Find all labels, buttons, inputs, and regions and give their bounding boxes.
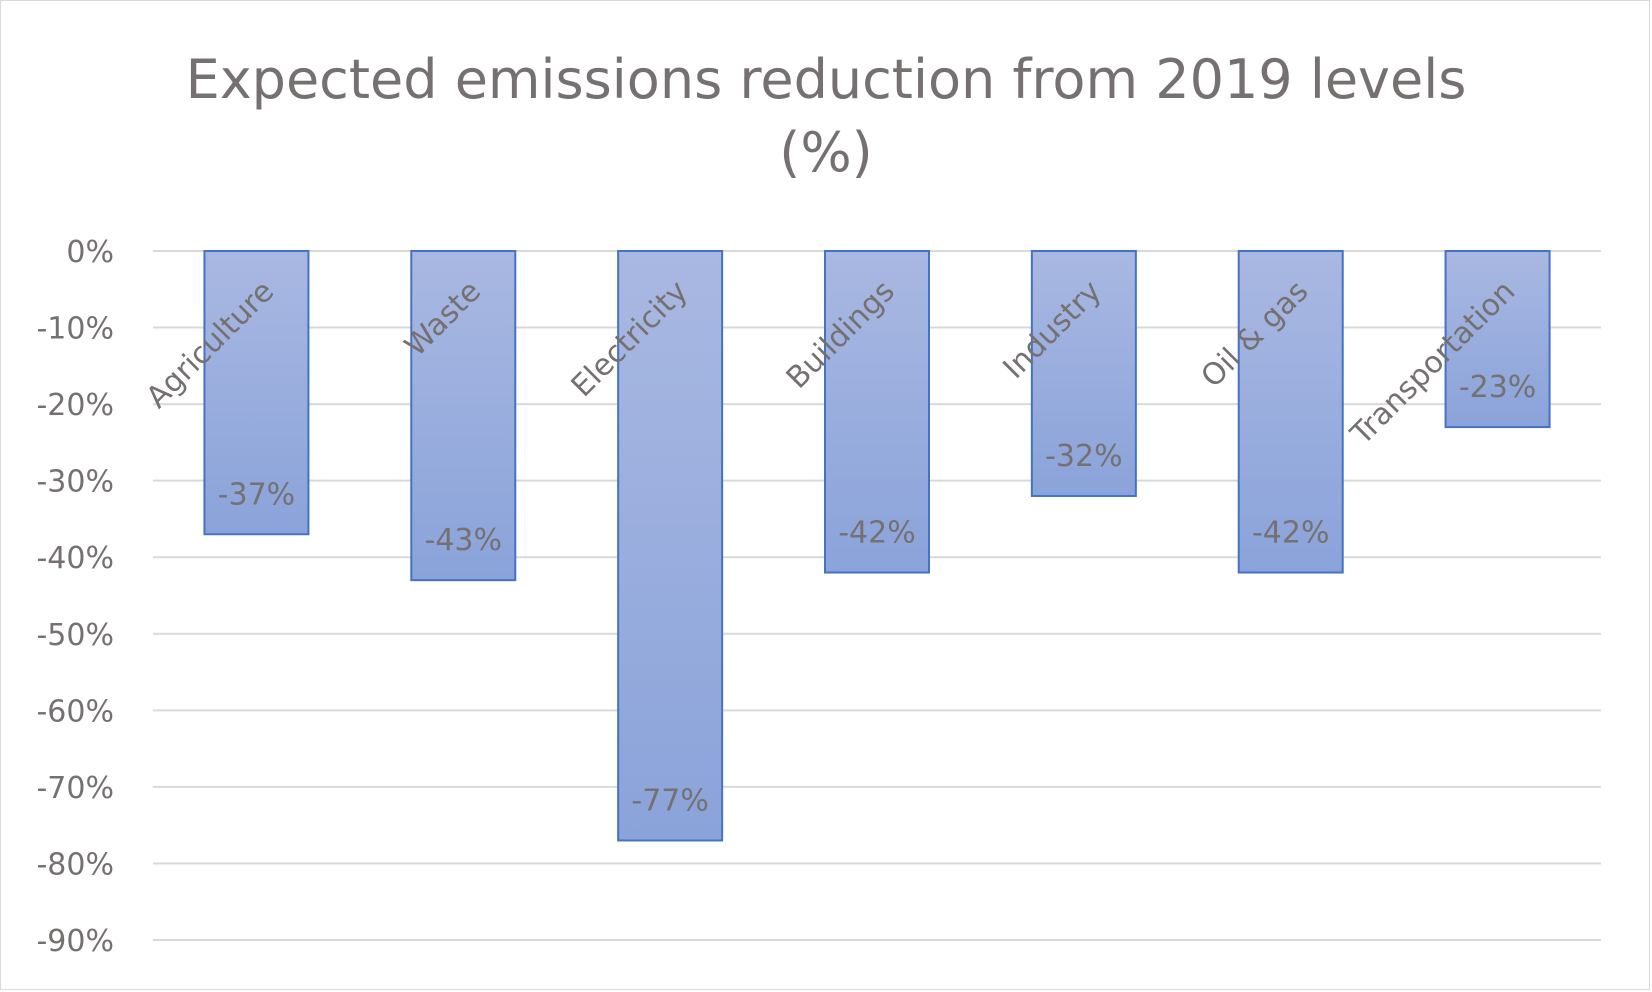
- bars: [203, 250, 1551, 842]
- bar-electricity: [617, 250, 724, 842]
- bar-agriculture: [203, 250, 310, 536]
- data-label: -37%: [218, 477, 296, 512]
- chart-title: Expected emissions reduction from 2019 l…: [186, 48, 1467, 111]
- bar-waste: [410, 250, 517, 582]
- chart-title-line2: (%): [779, 121, 872, 184]
- data-label: -43%: [425, 523, 503, 558]
- y-tick-label: -10%: [36, 312, 114, 347]
- y-tick-label: -60%: [36, 694, 114, 729]
- y-tick-label: -90%: [36, 924, 114, 959]
- y-tick-label: -30%: [36, 465, 114, 500]
- data-label: -42%: [838, 516, 916, 551]
- y-tick-label: 0%: [66, 235, 114, 270]
- data-label: -77%: [631, 783, 709, 818]
- data-label: -32%: [1045, 439, 1123, 474]
- y-tick-label: -40%: [36, 541, 114, 576]
- y-axis-tick-labels: 0% -10% -20% -30% -40% -50% -60% -70% -80% -90%: [36, 235, 114, 959]
- data-label: -23%: [1459, 370, 1537, 405]
- bar-buildings: [824, 250, 930, 574]
- y-tick-label: -80%: [36, 847, 114, 882]
- bar-oil-gas: [1237, 250, 1344, 574]
- data-labels: -37% -43% -77% -42% -32% -42% -23%: [218, 370, 1537, 818]
- data-label: -42%: [1252, 516, 1330, 551]
- y-tick-label: -20%: [36, 388, 114, 423]
- y-tick-label: -70%: [36, 771, 114, 806]
- bar-transportation: [1444, 250, 1551, 429]
- y-tick-label: -50%: [36, 618, 114, 653]
- bar-industry: [1030, 250, 1137, 497]
